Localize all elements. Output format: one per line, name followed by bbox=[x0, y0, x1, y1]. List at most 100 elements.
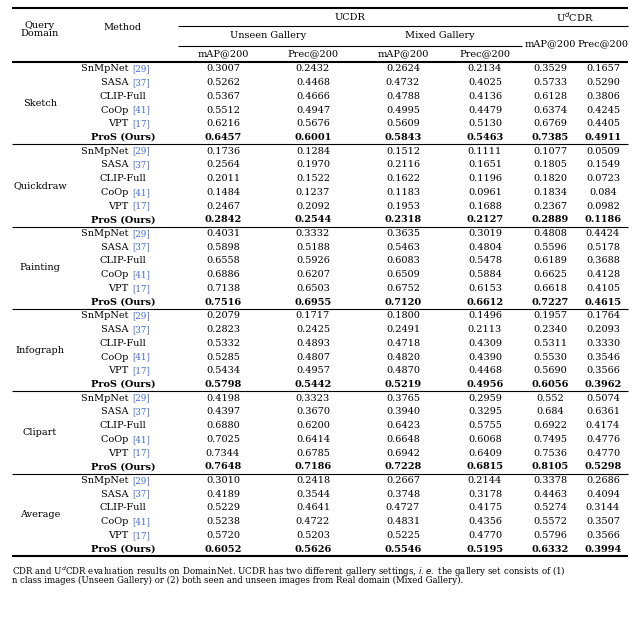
Text: CDR and U$^d$CDR evaluation results on DomainNet. UCDR has two different gallery: CDR and U$^d$CDR evaluation results on D… bbox=[12, 565, 566, 580]
Text: 0.6752: 0.6752 bbox=[386, 284, 420, 293]
Text: 0.4957: 0.4957 bbox=[296, 366, 330, 375]
Text: [29]: [29] bbox=[132, 147, 150, 156]
Text: 0.6955: 0.6955 bbox=[294, 298, 332, 306]
Text: Domain: Domain bbox=[21, 29, 59, 37]
Text: 0.4770: 0.4770 bbox=[586, 449, 620, 457]
Text: 0.6625: 0.6625 bbox=[533, 270, 567, 279]
Text: 0.2425: 0.2425 bbox=[296, 325, 330, 334]
Text: 0.4390: 0.4390 bbox=[468, 353, 502, 361]
Text: 0.4807: 0.4807 bbox=[296, 353, 330, 361]
Text: 0.5298: 0.5298 bbox=[584, 462, 621, 471]
Text: 0.3529: 0.3529 bbox=[533, 64, 567, 74]
Text: 0.5898: 0.5898 bbox=[206, 243, 240, 251]
Text: 0.2340: 0.2340 bbox=[533, 325, 567, 334]
Text: 0.3144: 0.3144 bbox=[586, 504, 620, 512]
Text: 0.5843: 0.5843 bbox=[385, 133, 422, 142]
Text: 0.4804: 0.4804 bbox=[468, 243, 502, 251]
Text: SASA: SASA bbox=[101, 407, 132, 416]
Text: 0.5225: 0.5225 bbox=[386, 531, 420, 540]
Text: 0.6001: 0.6001 bbox=[294, 133, 332, 142]
Text: 0.4615: 0.4615 bbox=[584, 298, 621, 306]
Text: 0.6618: 0.6618 bbox=[533, 284, 567, 293]
Text: 0.7536: 0.7536 bbox=[533, 449, 567, 457]
Text: 0.3670: 0.3670 bbox=[296, 407, 330, 416]
Text: SnMpNet: SnMpNet bbox=[81, 394, 132, 402]
Text: 0.4641: 0.4641 bbox=[296, 504, 330, 512]
Text: UCDR: UCDR bbox=[335, 12, 365, 21]
Text: 0.2116: 0.2116 bbox=[386, 160, 420, 170]
Text: 0.084: 0.084 bbox=[589, 188, 617, 197]
Text: [37]: [37] bbox=[132, 407, 149, 416]
Text: n class images (Unseen Gallery) or (2) both seen and unseen images from Real dom: n class images (Unseen Gallery) or (2) b… bbox=[12, 576, 463, 585]
Text: 0.5755: 0.5755 bbox=[468, 421, 502, 430]
Text: [41]: [41] bbox=[132, 105, 150, 115]
Text: 0.5130: 0.5130 bbox=[468, 119, 502, 129]
Text: U$^d$CDR: U$^d$CDR bbox=[556, 10, 594, 24]
Text: 0.5796: 0.5796 bbox=[533, 531, 567, 540]
Text: 0.3010: 0.3010 bbox=[206, 476, 240, 485]
Text: 0.5178: 0.5178 bbox=[586, 243, 620, 251]
Text: 0.4175: 0.4175 bbox=[468, 504, 502, 512]
Text: 0.2823: 0.2823 bbox=[206, 325, 240, 334]
Text: 0.3566: 0.3566 bbox=[586, 531, 620, 540]
Text: 0.6612: 0.6612 bbox=[467, 298, 504, 306]
Text: 0.5238: 0.5238 bbox=[206, 517, 240, 526]
Text: 0.7138: 0.7138 bbox=[206, 284, 240, 293]
Text: 0.3566: 0.3566 bbox=[586, 366, 620, 375]
Text: 0.6374: 0.6374 bbox=[533, 105, 567, 115]
Text: 0.1196: 0.1196 bbox=[468, 174, 502, 183]
Text: 0.5733: 0.5733 bbox=[533, 78, 567, 87]
Text: 0.4947: 0.4947 bbox=[296, 105, 330, 115]
Text: 0.5290: 0.5290 bbox=[586, 78, 620, 87]
Text: 0.7385: 0.7385 bbox=[531, 133, 568, 142]
Text: ProS (Ours): ProS (Ours) bbox=[91, 215, 156, 224]
Text: 0.2113: 0.2113 bbox=[468, 325, 502, 334]
Text: SnMpNet: SnMpNet bbox=[81, 311, 132, 320]
Text: 0.1957: 0.1957 bbox=[533, 311, 567, 320]
Text: 0.4820: 0.4820 bbox=[386, 353, 420, 361]
Text: 0.4870: 0.4870 bbox=[386, 366, 420, 375]
Text: 0.5546: 0.5546 bbox=[385, 545, 422, 553]
Text: Mixed Gallery: Mixed Gallery bbox=[405, 31, 475, 41]
Text: 0.4128: 0.4128 bbox=[586, 270, 620, 279]
Text: [41]: [41] bbox=[132, 435, 150, 444]
Text: 0.6128: 0.6128 bbox=[533, 92, 567, 101]
Text: 0.4995: 0.4995 bbox=[386, 105, 420, 115]
Text: 0.7495: 0.7495 bbox=[533, 435, 567, 444]
Text: 0.4468: 0.4468 bbox=[296, 78, 330, 87]
Text: 0.2127: 0.2127 bbox=[467, 215, 504, 224]
Text: [37]: [37] bbox=[132, 490, 149, 499]
Text: 0.6785: 0.6785 bbox=[296, 449, 330, 457]
Text: VPT: VPT bbox=[108, 531, 132, 540]
Text: 0.3378: 0.3378 bbox=[533, 476, 567, 485]
Text: 0.1717: 0.1717 bbox=[296, 311, 330, 320]
Text: 0.6457: 0.6457 bbox=[204, 133, 242, 142]
Text: 0.6815: 0.6815 bbox=[467, 462, 504, 471]
Text: Prec@200: Prec@200 bbox=[460, 49, 511, 59]
Text: 0.1522: 0.1522 bbox=[296, 174, 330, 183]
Text: SnMpNet: SnMpNet bbox=[81, 147, 132, 156]
Text: Method: Method bbox=[104, 22, 142, 31]
Text: 0.3007: 0.3007 bbox=[206, 64, 240, 74]
Text: SASA: SASA bbox=[101, 78, 132, 87]
Text: 0.6409: 0.6409 bbox=[468, 449, 502, 457]
Text: 0.6153: 0.6153 bbox=[468, 284, 502, 293]
Text: 0.7648: 0.7648 bbox=[204, 462, 242, 471]
Text: 0.0723: 0.0723 bbox=[586, 174, 620, 183]
Text: VPT: VPT bbox=[108, 202, 132, 210]
Text: 0.5367: 0.5367 bbox=[206, 92, 240, 101]
Text: SnMpNet: SnMpNet bbox=[81, 476, 132, 485]
Text: [37]: [37] bbox=[132, 78, 149, 87]
Text: 0.2418: 0.2418 bbox=[296, 476, 330, 485]
Text: 0.4666: 0.4666 bbox=[296, 92, 330, 101]
Text: 0.6769: 0.6769 bbox=[533, 119, 567, 129]
Text: 0.2842: 0.2842 bbox=[204, 215, 242, 224]
Text: ProS (Ours): ProS (Ours) bbox=[91, 462, 156, 471]
Text: CoOp: CoOp bbox=[101, 517, 132, 526]
Text: 0.5720: 0.5720 bbox=[206, 531, 240, 540]
Text: 0.5690: 0.5690 bbox=[533, 366, 567, 375]
Text: Sketch: Sketch bbox=[23, 99, 57, 108]
Text: 0.5332: 0.5332 bbox=[206, 339, 240, 348]
Text: 0.1834: 0.1834 bbox=[533, 188, 567, 197]
Text: 0.4174: 0.4174 bbox=[586, 421, 620, 430]
